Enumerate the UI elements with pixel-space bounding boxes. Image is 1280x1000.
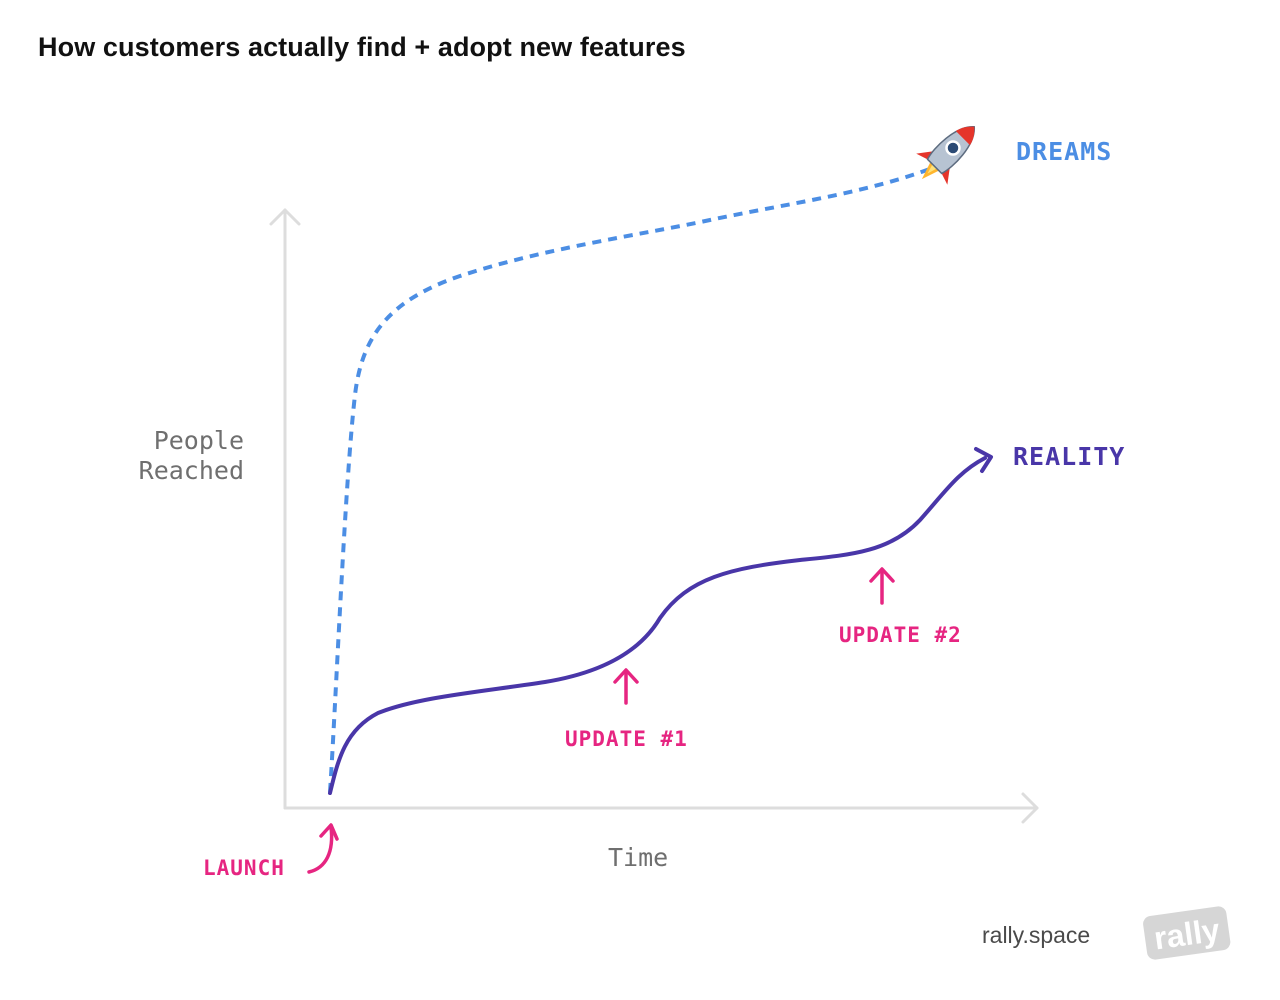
axes — [269, 208, 1039, 824]
dreams-label: DREAMS — [1016, 137, 1113, 166]
annotation-arrows — [307, 567, 895, 874]
launch-arrowhead — [319, 823, 339, 841]
update1-arrowhead — [613, 668, 639, 684]
diagram-title: How customers actually find + adopt new … — [38, 32, 686, 62]
update1-label: UPDATE #1 — [565, 727, 688, 751]
update2-label: UPDATE #2 — [839, 623, 962, 647]
update2-arrowhead — [869, 567, 895, 583]
y-axis-arrowhead — [269, 208, 301, 226]
y-axis-label-line2: Reached — [138, 456, 244, 485]
launch-label: LAUNCH — [203, 856, 285, 880]
x-axis-label: Time — [608, 843, 669, 872]
rally-logo-icon: rally — [1143, 906, 1231, 960]
reality-arrowhead — [974, 447, 993, 473]
rocket-icon — [916, 126, 975, 185]
launch-arrow — [307, 825, 334, 874]
reality-label: REALITY — [1013, 442, 1126, 471]
x-axis-arrowhead — [1021, 792, 1039, 824]
footer-site-link[interactable]: rally.space — [982, 922, 1091, 948]
dreams-curve — [328, 163, 941, 793]
reality-curve — [328, 456, 987, 795]
y-axis-label: People Reached — [100, 426, 244, 486]
y-axis-label-line1: People — [153, 426, 244, 455]
